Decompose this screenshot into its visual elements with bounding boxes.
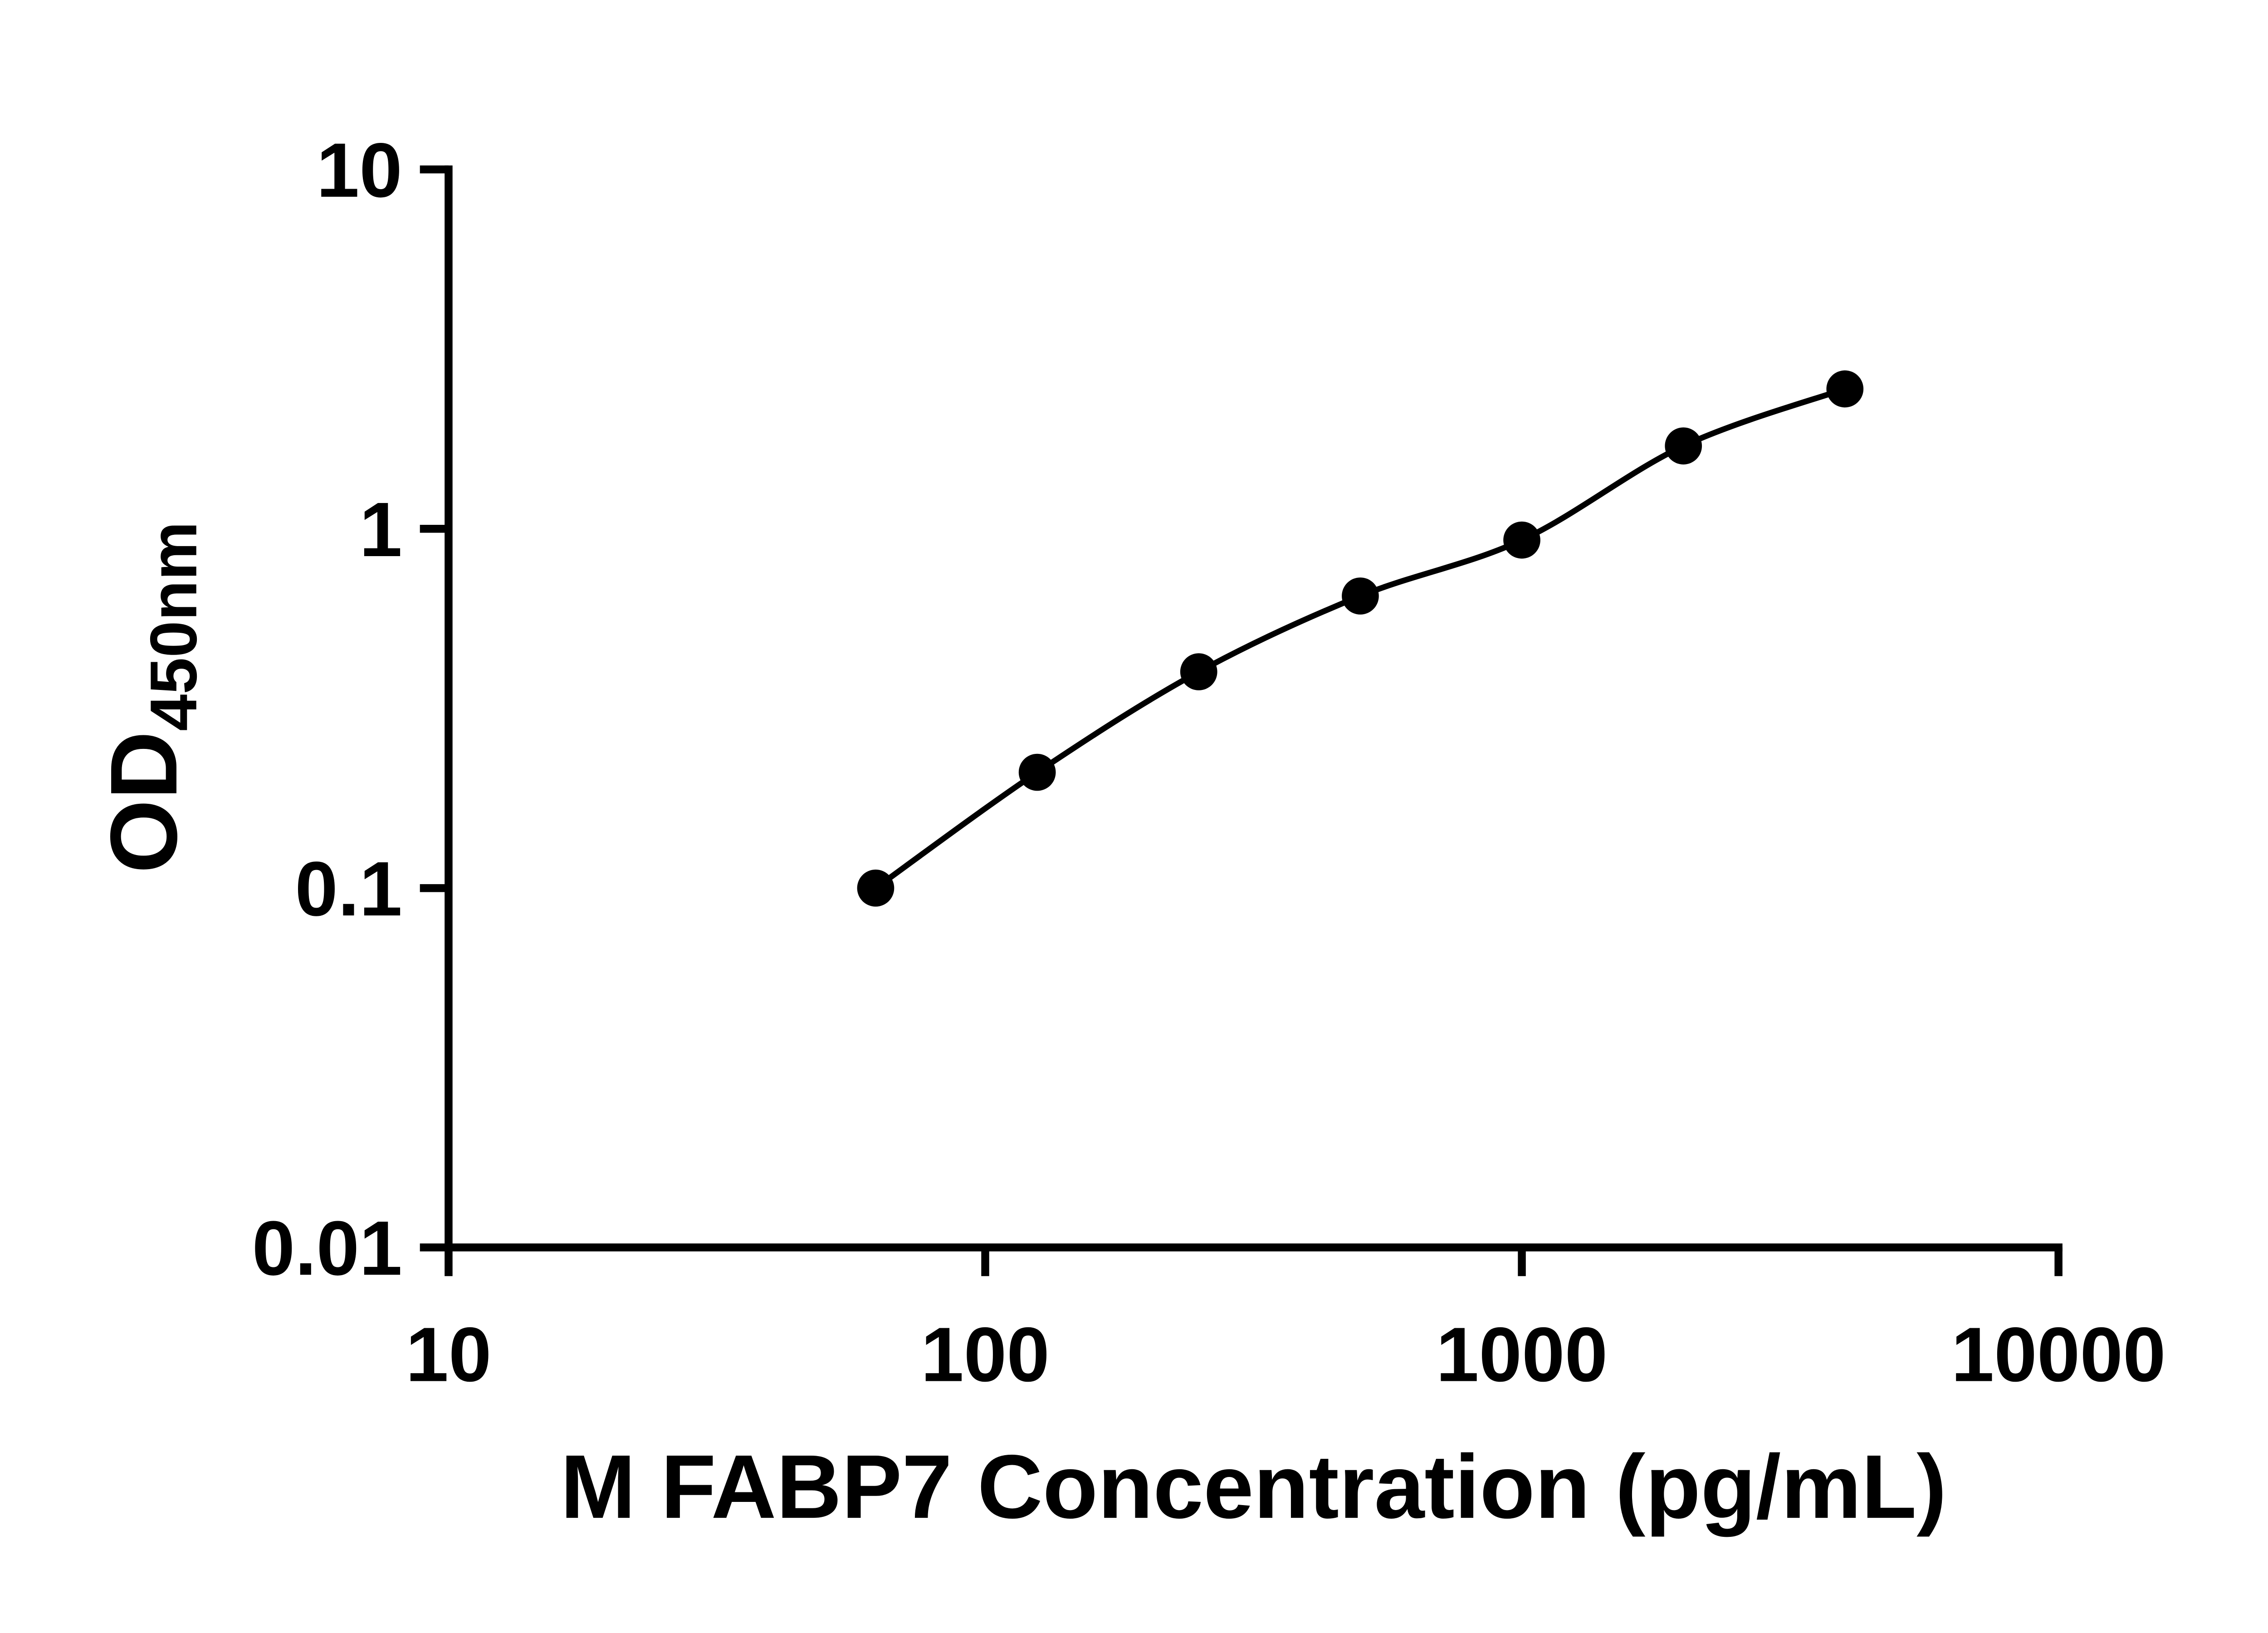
y-axis-ticks: 10 1 0.1 0.01 (252, 127, 449, 1291)
y-tick-label: 10 (317, 127, 402, 214)
y-tick-label: 1 (359, 487, 402, 573)
axes (445, 165, 2063, 1252)
data-series (857, 370, 1864, 907)
data-point (1018, 753, 1056, 791)
y-axis-title: OD450nm (91, 522, 210, 874)
data-point (1665, 427, 1702, 464)
x-tick-label: 10000 (1951, 1312, 2166, 1398)
data-point (857, 869, 894, 907)
data-point (1503, 521, 1540, 559)
y-tick-label: 0.1 (295, 846, 402, 932)
axis-frame (445, 165, 2063, 1252)
x-tick-label: 1000 (1436, 1312, 1608, 1398)
x-tick-label: 10 (406, 1312, 491, 1398)
x-axis-ticks: 10 100 1000 10000 (406, 1247, 2166, 1398)
y-tick-label: 0.01 (252, 1205, 402, 1291)
standard-curve-line (873, 386, 1848, 891)
y-axis-title-base: OD (91, 731, 197, 874)
x-axis-title: M FABP7 Concentration (pg/mL) (560, 1437, 1946, 1537)
y-axis-title-subscript: 450nm (137, 522, 210, 731)
data-point (1180, 653, 1217, 690)
x-tick-label: 100 (921, 1312, 1050, 1398)
data-point (1342, 577, 1379, 615)
data-point (1826, 370, 1864, 408)
